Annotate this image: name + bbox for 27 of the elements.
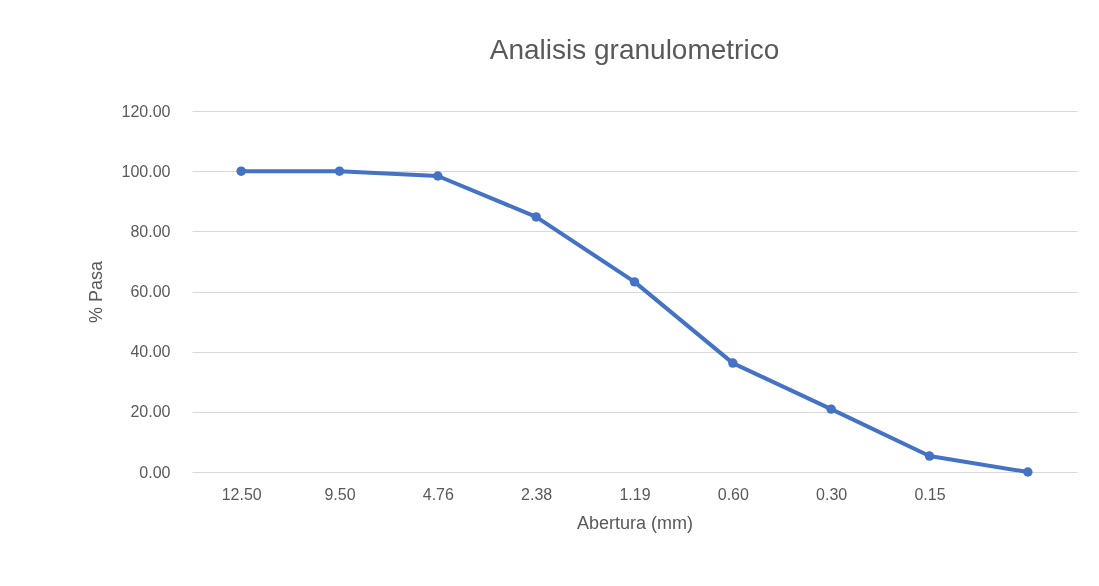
y-tick-label: 120.00 <box>121 102 171 120</box>
y-tick-label: 80.00 <box>130 222 171 240</box>
point <box>728 358 738 368</box>
y-axis-title: % Pasa <box>85 260 106 324</box>
y-tick-label: 0.00 <box>139 463 171 481</box>
point <box>334 166 345 176</box>
point <box>924 451 935 461</box>
x-tick-label: 4.76 <box>422 485 455 503</box>
point <box>531 212 541 222</box>
x-axis-title: Abertura (mm) <box>576 512 694 533</box>
point <box>433 171 443 181</box>
x-tick-label: 0.15 <box>914 485 946 503</box>
y-tick-label: 100.00 <box>121 162 171 180</box>
y-tick-label: 60.00 <box>130 283 171 300</box>
point <box>826 404 836 414</box>
x-tick-label: 12.50 <box>221 485 262 503</box>
y-tick-label: 40.00 <box>130 343 171 361</box>
point <box>1023 467 1033 477</box>
y-tick-label: 20.00 <box>130 403 171 421</box>
x-tick-label: 0.60 <box>717 485 750 503</box>
point <box>236 166 246 176</box>
point <box>629 277 640 287</box>
x-tick-label: 9.50 <box>324 485 356 503</box>
x-tick-label: 1.19 <box>619 485 651 503</box>
x-tick-label: 2.38 <box>521 485 553 503</box>
chart-title: Analisis granulometrico <box>489 34 780 65</box>
x-tick-label: 0.30 <box>816 485 848 503</box>
